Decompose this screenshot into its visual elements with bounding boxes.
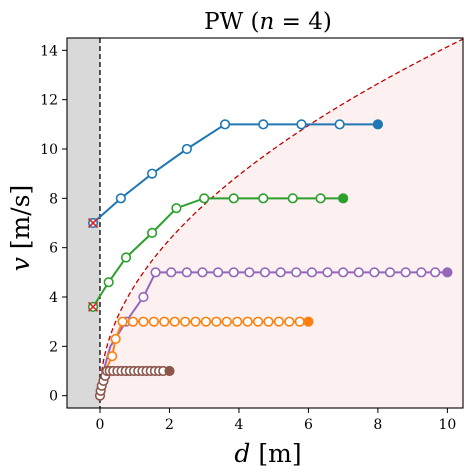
x-tick-label: 6 xyxy=(304,417,313,433)
y-tick-label: 2 xyxy=(49,339,58,355)
x-tick-label: 4 xyxy=(234,417,243,433)
data-point xyxy=(213,267,224,278)
start-marker-stroke xyxy=(87,217,99,229)
end-point xyxy=(303,316,314,327)
plot-frame xyxy=(66,37,464,409)
start-marker-1 xyxy=(87,217,99,229)
tick-marks: 0 2 4 6 8 10 0 2 4 6 8 10 12 14 xyxy=(40,43,456,433)
data-point xyxy=(384,267,396,278)
data-point xyxy=(117,316,128,327)
x-axis-label: d [m] xyxy=(234,439,301,468)
end-point xyxy=(442,267,453,278)
start-marker-stroke xyxy=(87,301,99,312)
end-point xyxy=(164,365,175,377)
data-point xyxy=(147,227,158,238)
data-point xyxy=(228,193,239,204)
y-tick-label: 0 xyxy=(49,389,58,405)
x-tick-label: 0 xyxy=(96,417,105,433)
y-tick-label: 10 xyxy=(40,142,58,158)
data-point xyxy=(228,267,239,278)
chart-title: PW (n = 4) xyxy=(204,9,332,35)
data-point xyxy=(166,267,177,278)
y-tick-label: 6 xyxy=(49,241,58,257)
x-tick-label: 8 xyxy=(373,417,382,433)
data-point xyxy=(242,316,253,327)
data-point xyxy=(334,119,345,130)
data-point xyxy=(416,267,427,278)
data-point xyxy=(369,267,380,278)
data-point xyxy=(287,193,298,204)
data-point xyxy=(244,267,255,278)
data-point xyxy=(147,168,158,179)
series-3 xyxy=(99,267,453,396)
axes-frame xyxy=(66,37,464,409)
data-point xyxy=(103,277,114,288)
series-5 xyxy=(94,365,175,401)
series-2 xyxy=(87,193,349,312)
series-4 xyxy=(99,316,314,396)
data-point xyxy=(338,267,349,278)
data-point xyxy=(284,316,295,327)
data-point xyxy=(263,316,274,327)
data-point xyxy=(232,316,243,327)
data-point xyxy=(219,119,231,130)
y-axis-label: v [m/s] xyxy=(6,185,35,272)
feasible-region xyxy=(100,39,463,409)
end-point xyxy=(372,119,383,130)
data-point xyxy=(197,267,208,278)
data-point xyxy=(127,316,139,327)
y-tick-label: 8 xyxy=(49,191,58,207)
data-point xyxy=(430,267,441,278)
data-point xyxy=(353,267,364,278)
data-point xyxy=(294,316,305,327)
data-point xyxy=(171,203,182,214)
data-point xyxy=(150,267,161,278)
data-point xyxy=(107,351,118,362)
data-point xyxy=(110,333,121,345)
end-point xyxy=(338,193,349,204)
data-point xyxy=(190,316,201,327)
data-point xyxy=(181,267,192,278)
data-point xyxy=(211,316,222,327)
data-point xyxy=(306,267,317,278)
data-point xyxy=(200,316,212,327)
data-point xyxy=(138,291,149,303)
boundary-curve xyxy=(99,38,464,396)
data-point xyxy=(258,119,269,130)
data-point xyxy=(169,316,180,327)
data-point xyxy=(315,193,326,204)
data-point xyxy=(400,267,411,278)
y-tick-label: 14 xyxy=(40,43,58,59)
data-series xyxy=(87,119,453,401)
data-point xyxy=(296,119,307,130)
x-tick-label: 2 xyxy=(165,417,174,433)
data-point xyxy=(221,316,232,327)
data-point xyxy=(181,143,192,155)
data-point xyxy=(275,267,286,278)
x-tick-label: 10 xyxy=(438,417,456,433)
data-point xyxy=(115,193,126,204)
data-point xyxy=(180,316,191,327)
y-tick-label: 12 xyxy=(40,93,58,109)
start-marker-2 xyxy=(87,301,99,312)
data-point xyxy=(148,316,159,327)
data-point xyxy=(199,193,210,204)
reference-lines xyxy=(99,38,464,408)
y-tick-label: 4 xyxy=(49,290,58,306)
data-point xyxy=(259,267,271,278)
data-point xyxy=(120,252,132,263)
data-point xyxy=(322,267,333,278)
data-point xyxy=(273,316,284,327)
data-point xyxy=(291,267,302,278)
data-point xyxy=(252,316,264,327)
data-point xyxy=(159,316,170,327)
data-point xyxy=(258,193,269,204)
series-1 xyxy=(87,119,383,229)
background-regions xyxy=(67,38,463,409)
data-point xyxy=(138,316,149,327)
